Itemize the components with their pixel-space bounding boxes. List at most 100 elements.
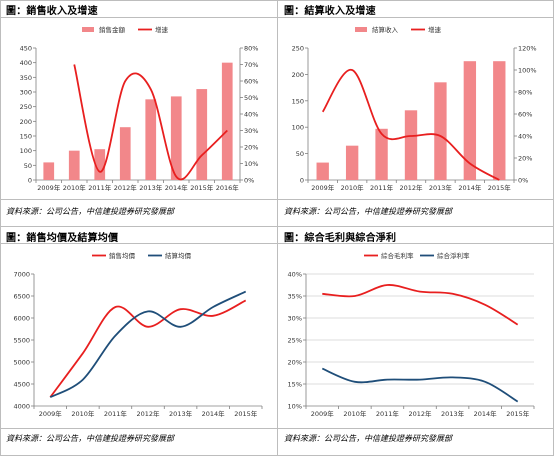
x-tick-label: 2012年 [399,183,423,192]
bar [43,162,55,180]
x-tick-label: 2012年 [136,409,160,418]
bar [196,89,208,180]
panel-sales-revenue: 圖：銷售收入及增速 0 50 100 150 200 250 300 350 400 450 0% 1… [0,0,277,227]
y-tick-label: 30% [288,315,302,323]
y-tick-label: 40% [288,271,302,279]
y-tick-label: 25% [288,337,302,345]
y2-tick-label: 40% [244,111,258,119]
y-tick-label: 50 [296,150,304,158]
legend-label: 增速 [428,25,442,34]
frame-source-sep-bottom [0,428,554,429]
legend-label: 結算收入 [372,25,399,34]
panel-margins: 圖：綜合毛利與綜合淨利 10% 15% 20% 25% 30% 35% 40% 2009年 20… [278,227,554,456]
y-tick-label: 150 [20,133,32,141]
x-tick-label: 2009年 [311,183,335,192]
legend-label: 綜合淨利率 [437,251,470,260]
panel-title: 圖：銷售均價及結算均價 [6,233,119,244]
y-tick-label: 400 [20,59,32,67]
y-tick-label: 5000 [13,359,30,367]
source-note: 資料來源：公司公告，中信建投證券研究發展部 [6,207,174,216]
frame-middle-vertical [277,0,278,456]
y-tick-label: 4000 [13,403,30,411]
y-tick-label: 6500 [13,293,30,301]
y2-tick-label: 70% [244,61,258,69]
panel-settlement-revenue: 圖：結算收入及增速 0 50 100 150 200 250 0% 20% 40% 60% 80% 1… [278,0,554,227]
panel-average-price: 圖：銷售均價及結算均價 4000 4500 5000 5500 6000 6500 7000… [0,227,277,456]
x-tick-label: 2011年 [376,409,400,418]
x-tick-label: 2015年 [234,409,258,418]
y-tick-label: 7000 [13,271,30,279]
y-tick-label: 5500 [13,337,30,345]
y-tick-label: 20% [288,359,302,367]
x-tick-label: 2015年 [190,183,214,192]
y-tick-label: 50 [24,162,32,170]
legend-swatch [82,27,94,32]
x-tick-label: 2013年 [139,183,163,192]
y2-tick-label: 80% [518,89,532,97]
panel-title: 圖：綜合毛利與綜合淨利 [284,233,397,244]
y2-tick-label: 120% [518,45,537,53]
panel-title: 圖：結算收入及增速 [284,6,376,17]
y2-tick-label: 30% [244,127,258,135]
y-tick-label: 250 [20,103,32,111]
legend-label: 結算均價 [165,251,192,260]
x-tick-label: 2010年 [63,183,87,192]
x-tick-label: 2010年 [341,183,365,192]
x-tick-label: 2014年 [458,183,482,192]
bar [404,110,418,180]
legend-label: 增速 [155,25,169,34]
legend-label: 銷售金額 [99,25,126,34]
source-note: 資料來源：公司公告，中信建投證券研究發展部 [284,207,452,216]
x-tick-label: 2013年 [429,183,453,192]
y-tick-label: 300 [20,89,32,97]
series-line [321,69,500,181]
y2-tick-label: 40% [518,133,532,141]
series-line [49,290,247,399]
y2-tick-label: 100% [518,67,537,75]
legend-label: 銷售均價 [109,251,136,260]
x-tick-label: 2015年 [506,409,530,418]
bar [221,62,233,180]
y-tick-label: 250 [292,45,304,53]
y-tick-label: 350 [20,74,32,82]
bar [434,82,447,180]
frame-title-sep-top-right [277,17,554,18]
x-tick-label: 2016年 [216,183,240,192]
bar [375,128,388,180]
y-tick-label: 100 [292,124,304,132]
x-tick-label: 2014年 [474,409,498,418]
x-tick-label: 2012年 [114,183,138,192]
y-tick-label: 450 [20,45,32,53]
bar [316,162,329,180]
frame-left [0,0,1,456]
bar [145,99,157,180]
chart-margins: 10% 15% 20% 25% 30% 35% 40% 2009年 2010年 2011年 2012… [288,251,535,418]
x-tick-label: 2009年 [37,183,61,192]
bar [493,61,506,181]
bar [119,127,131,180]
legend-swatch [355,27,367,32]
legend-label: 綜合毛利率 [381,251,414,260]
x-tick-label: 2011年 [370,183,394,192]
frame-title-sep-top-left [0,17,277,18]
frame-title-sep-bottom [0,243,554,244]
bar [94,149,106,180]
y2-tick-label: 10% [244,160,258,168]
y2-tick-label: 0% [244,177,254,185]
x-tick-label: 2011年 [104,409,128,418]
y-tick-label: 200 [292,71,304,79]
chart-average-price: 4000 4500 5000 5500 6000 6500 7000 2009年 2010年 20… [13,251,263,418]
x-tick-label: 2014年 [165,183,189,192]
y-tick-label: 35% [288,293,302,301]
series-line [321,367,519,403]
x-tick-label: 2014年 [202,409,226,418]
x-tick-label: 2013年 [441,409,465,418]
x-tick-label: 2013年 [169,409,193,418]
y2-tick-label: 20% [518,155,532,163]
x-tick-label: 2010年 [343,409,367,418]
y-tick-label: 4500 [13,381,30,389]
bar [345,145,359,180]
y2-tick-label: 60% [518,111,532,119]
source-note: 資料來源：公司公告，中信建投證券研究發展部 [6,434,174,443]
chart-settlement-revenue: 0 50 100 150 200 250 0% 20% 40% 60% 80% 100% 120% 200… [292,25,537,192]
